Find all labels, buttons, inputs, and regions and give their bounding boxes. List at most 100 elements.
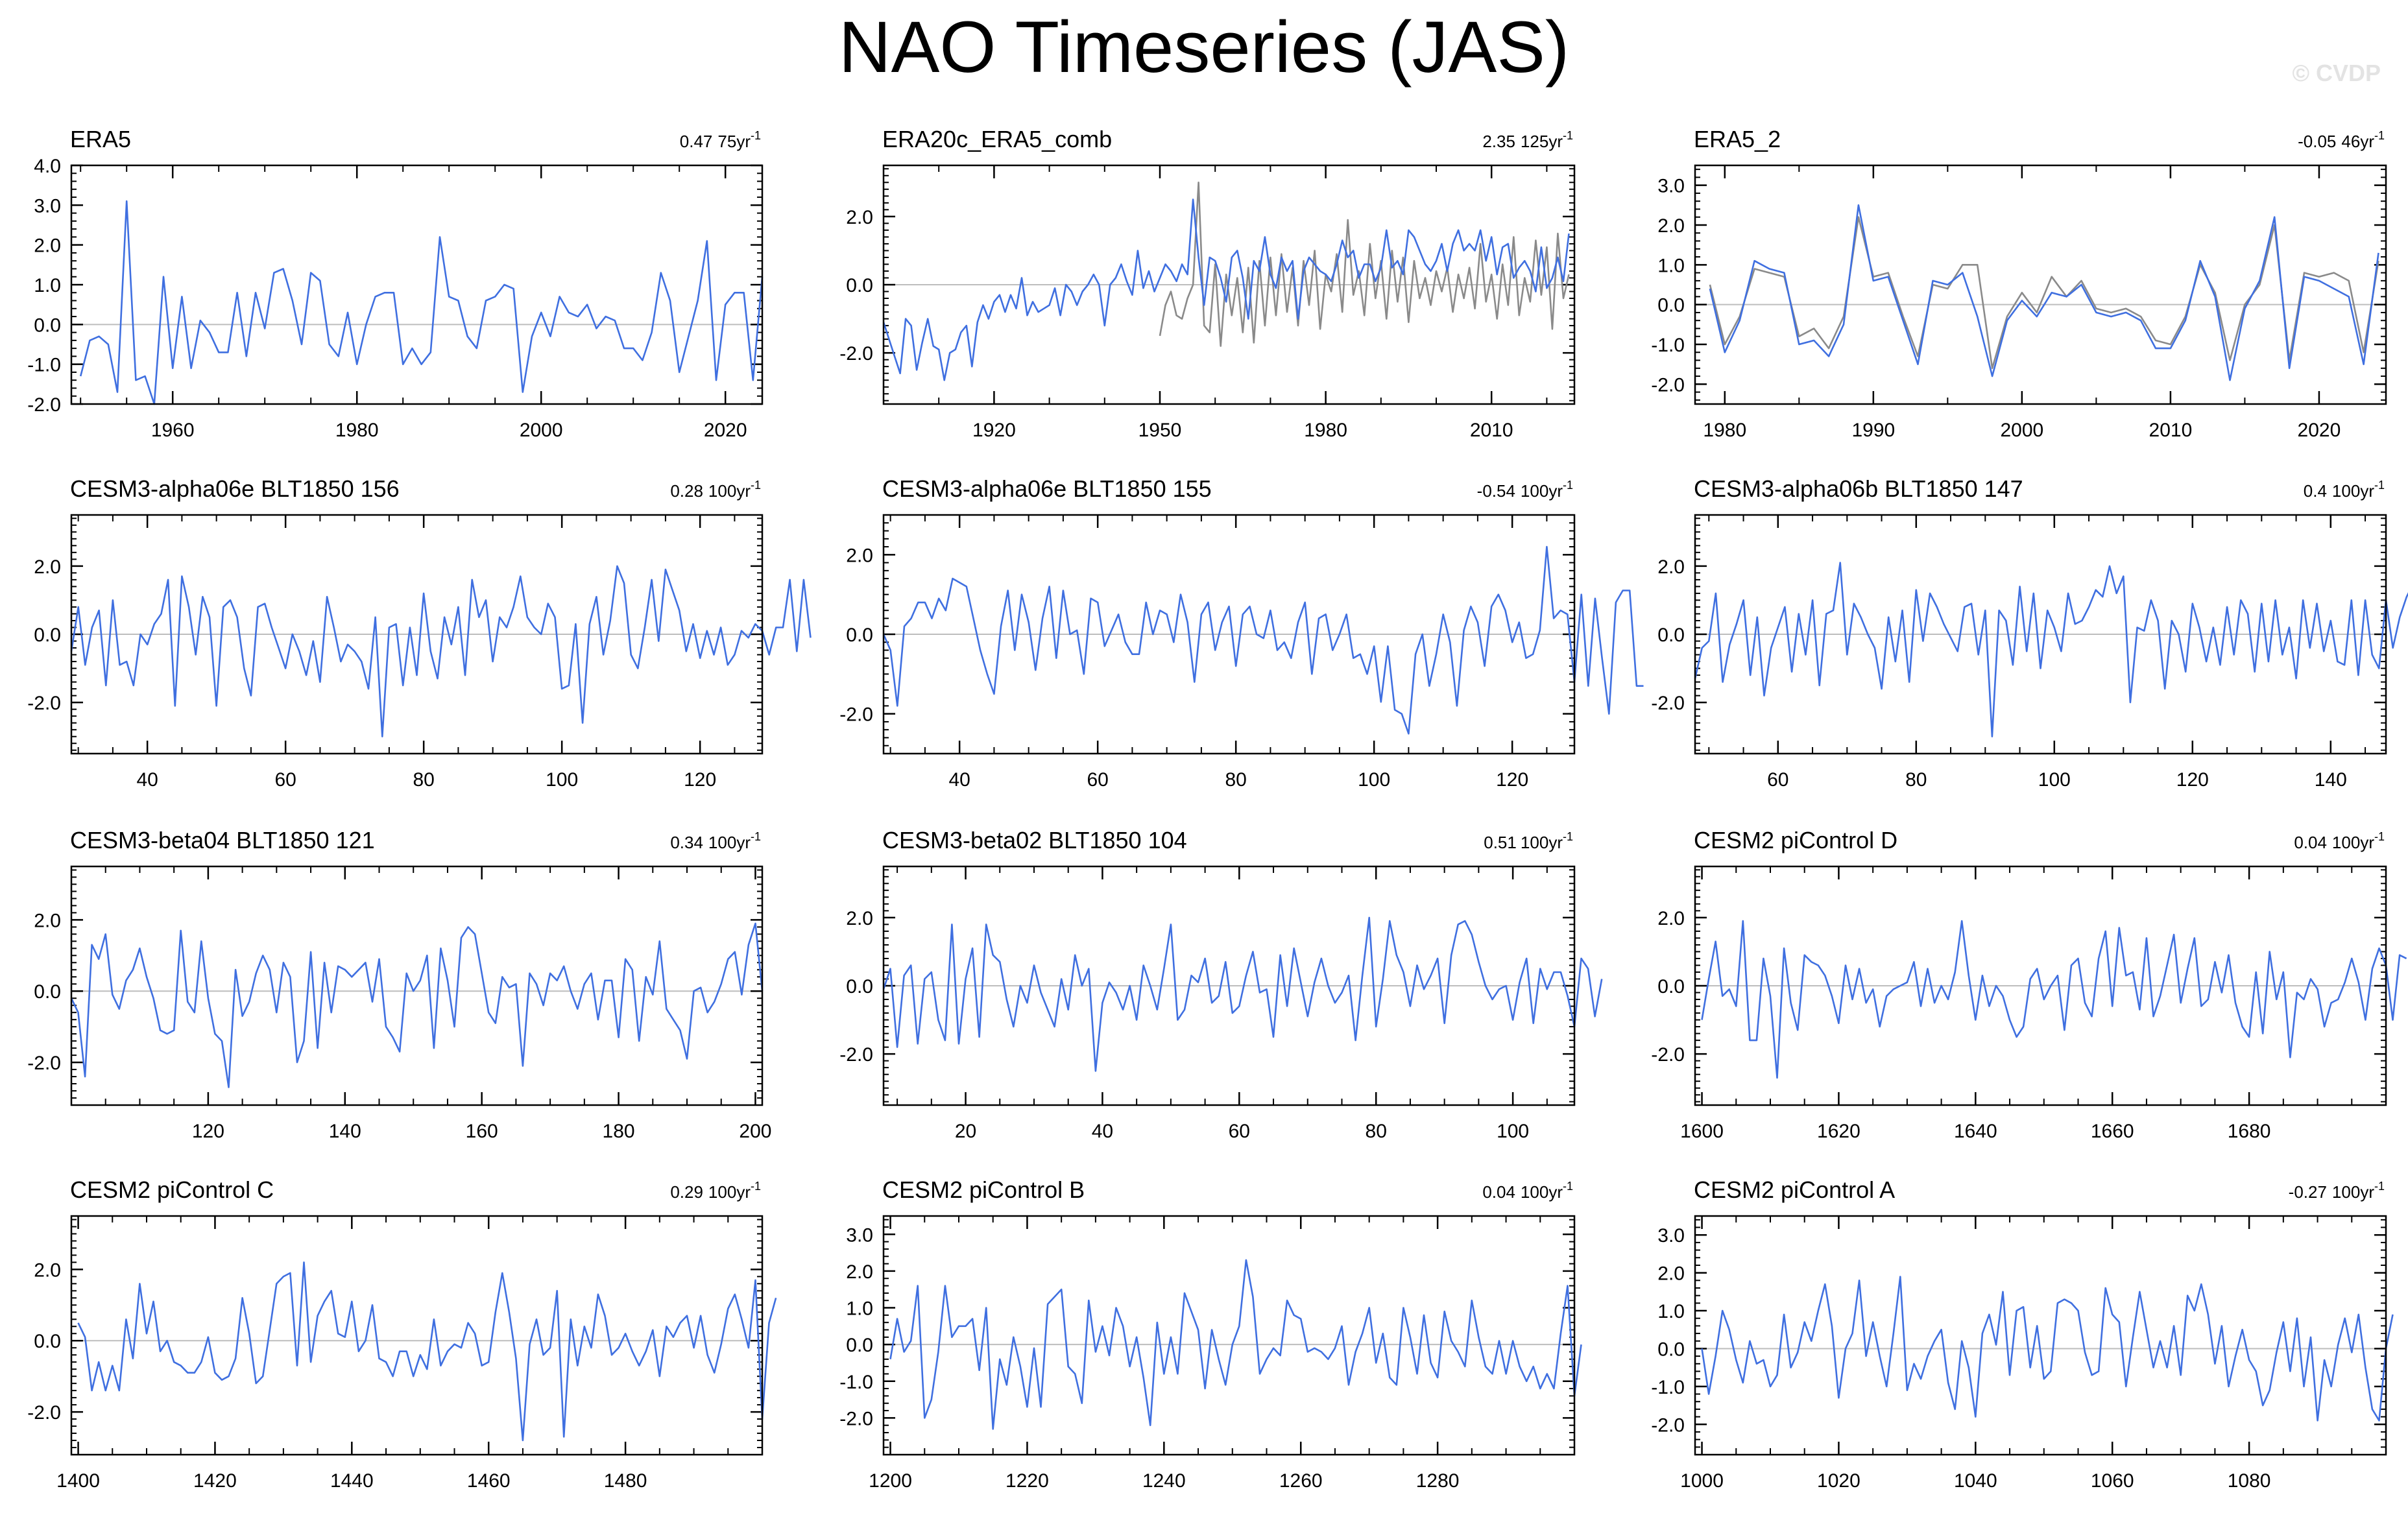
trend-unit-exponent: -1 [2374, 479, 2385, 492]
plot-frame [70, 164, 764, 405]
trend-period: 46 [2341, 132, 2360, 151]
trend-unit-exponent: -1 [751, 830, 761, 843]
trend-label: 0.04 100yr-1 [2294, 830, 2385, 852]
y-tick-label: 3.0 [34, 195, 61, 217]
panel-title: ERA5 [70, 126, 131, 152]
series-line-primary [70, 565, 812, 737]
trend-unit: yr [2360, 833, 2374, 852]
trend-label: 2.35 125yr-1 [1482, 129, 1573, 151]
trend-period: 100 [708, 833, 736, 852]
page-title: NAO Timeseries (JAS) [838, 6, 1570, 88]
trend-value: 0.34 [670, 833, 703, 852]
y-tick-label: 2.0 [1657, 215, 1685, 237]
y-tick-label: -1.0 [27, 355, 61, 376]
trend-label: 0.34 100yr-1 [670, 830, 761, 852]
series-line-primary [1701, 1276, 2394, 1422]
y-tick-label: -1.0 [839, 1372, 873, 1393]
trend-label: 0.51 100yr-1 [1484, 830, 1573, 852]
trend-label: -0.05 46yr-1 [2298, 129, 2385, 151]
panel-8: CESM3-beta02 BLT1850 104 0.51 100yr-120 40 6… [839, 827, 1603, 1142]
x-tick-label: 1280 [1416, 1470, 1460, 1492]
y-tick-label: 0.0 [846, 625, 873, 646]
x-tick-label: 120 [1496, 769, 1528, 791]
trend-period: 100 [708, 481, 736, 501]
x-tick-label: 2000 [520, 420, 563, 441]
y-tick-label: 0.0 [34, 1331, 61, 1352]
x-tick-label: 1260 [1279, 1470, 1323, 1492]
series-line-primary [77, 1261, 777, 1442]
x-tick-label: 1040 [1954, 1470, 1997, 1492]
y-tick-label: 1.0 [1657, 255, 1685, 276]
trend-value: 0.04 [1482, 1182, 1515, 1202]
y-tick-label: 3.0 [1657, 1225, 1685, 1246]
y-tick-label: 2.0 [1657, 908, 1685, 929]
y-tick-label: 0.0 [34, 981, 61, 1003]
x-tick-label: 1920 [972, 420, 1016, 441]
x-tick-label: 1980 [335, 420, 379, 441]
panel-6: CESM3-alpha06b BLT1850 147 0.4 100yr-160 80… [1651, 475, 2408, 791]
plot-frame [1694, 865, 2387, 1106]
x-tick-label: 60 [274, 769, 296, 791]
x-tick-label: 120 [2176, 769, 2209, 791]
panel-title: CESM2 piControl A [1694, 1176, 1895, 1203]
trend-unit: yr [2360, 1182, 2374, 1202]
x-tick-label: 1420 [193, 1470, 237, 1492]
y-tick-label: 0.0 [1657, 625, 1685, 646]
series-line-primary [882, 916, 1603, 1072]
y-tick-label: 2.0 [34, 235, 61, 257]
y-tick-label: -2.0 [1651, 693, 1685, 714]
plot-frame [70, 865, 764, 1106]
trend-period: 100 [1521, 833, 1548, 852]
trend-unit: yr [1548, 132, 1563, 151]
panel-title: CESM2 piControl D [1694, 827, 1897, 853]
y-tick-label: 0.0 [846, 275, 873, 296]
trend-period: 100 [1521, 481, 1548, 501]
y-tick-label: -2.0 [839, 1044, 873, 1066]
x-tick-label: 20 [955, 1121, 976, 1142]
series-line-primary [1694, 562, 2408, 737]
trend-value: 0.47 [680, 132, 713, 151]
trend-unit: yr [1548, 833, 1563, 852]
x-tick-label: 2010 [1470, 420, 1513, 441]
y-tick-label: 0.0 [1657, 295, 1685, 316]
x-tick-label: 1460 [467, 1470, 511, 1492]
trend-unit-exponent: -1 [1563, 830, 1573, 843]
trend-unit-exponent: -1 [2374, 830, 2385, 843]
trend-unit: yr [2360, 481, 2374, 501]
y-tick-label: 2.0 [34, 910, 61, 931]
trend-value: -0.54 [1477, 481, 1515, 501]
x-tick-label: 1640 [1954, 1121, 1997, 1142]
y-tick-label: -2.0 [1651, 374, 1685, 396]
x-tick-label: 2020 [2298, 420, 2341, 441]
x-tick-label: 1060 [2091, 1470, 2134, 1492]
y-tick-label: 2.0 [846, 207, 873, 228]
x-tick-label: 160 [466, 1121, 498, 1142]
trend-label: -0.54 100yr-1 [1477, 479, 1573, 501]
x-tick-label: 60 [1087, 769, 1108, 791]
panel-10: CESM2 piControl C 0.29 100yr-1 1400 1420 1440… [27, 1176, 777, 1492]
y-tick-label: 0.0 [846, 976, 873, 997]
trend-value: 0.4 [2304, 481, 2327, 501]
x-tick-label: 40 [1092, 1121, 1113, 1142]
panel-title: ERA20c_ERA5_comb [882, 126, 1112, 152]
x-tick-label: 200 [739, 1121, 771, 1142]
x-tick-label: 80 [413, 769, 434, 791]
trend-period: 100 [1521, 1182, 1548, 1202]
y-tick-label: -2.0 [1651, 1414, 1685, 1436]
y-tick-label: 2.0 [1657, 556, 1685, 578]
series-line-primary [889, 1259, 1582, 1430]
trend-period: 100 [708, 1182, 736, 1202]
x-tick-label: 1000 [1680, 1470, 1724, 1492]
y-tick-label: 2.0 [34, 1259, 61, 1281]
trend-period: 125 [1521, 132, 1548, 151]
trend-unit: yr [736, 481, 751, 501]
y-tick-label: -2.0 [839, 704, 873, 726]
y-tick-label: 2.0 [34, 556, 61, 578]
trend-label: 0.28 100yr-1 [670, 479, 761, 501]
y-tick-label: -2.0 [27, 394, 61, 416]
plot-frame [70, 514, 764, 755]
y-tick-label: -2.0 [27, 1402, 61, 1424]
y-tick-label: 2.0 [846, 545, 873, 566]
x-tick-label: 100 [1358, 769, 1390, 791]
